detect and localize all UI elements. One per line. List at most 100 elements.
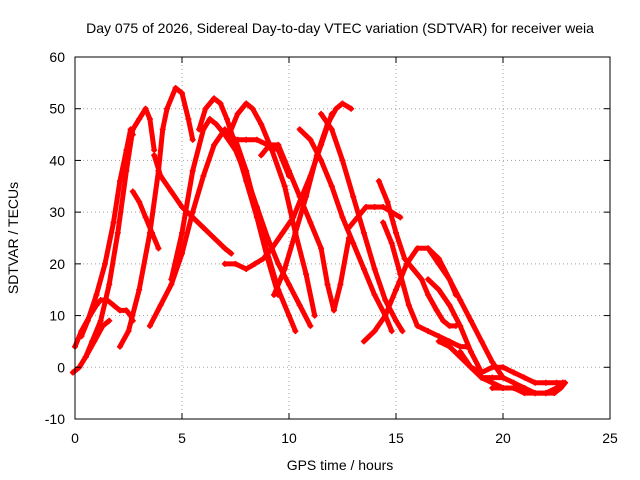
data-point-marker: [234, 136, 241, 143]
y-tick-labels: -10 0 10 20 30 40 50 60: [45, 49, 65, 427]
data-point-marker: [296, 302, 303, 309]
series-line-pass-22: [425, 245, 506, 381]
data-point-marker: [348, 105, 355, 112]
data-point-marker: [266, 141, 273, 148]
data-point-marker: [371, 203, 378, 210]
series-line-pass-11: [226, 101, 318, 319]
data-point-marker: [532, 390, 539, 397]
series-line-pass-21: [425, 276, 485, 375]
data-point-marker: [360, 266, 367, 273]
data-point-marker: [532, 379, 539, 386]
data-point-marker: [382, 312, 389, 319]
data-point-marker: [328, 183, 335, 190]
data-point-marker: [97, 317, 104, 324]
data-point-marker: [91, 338, 98, 345]
data-point-marker: [393, 317, 399, 324]
data-point-marker: [268, 245, 275, 252]
data-point-marker: [521, 374, 528, 381]
data-point-marker: [281, 266, 288, 273]
data-point-marker: [397, 214, 404, 221]
series-line-pass-15: [297, 126, 395, 334]
data-point-marker: [478, 369, 485, 376]
data-point-marker: [401, 255, 408, 262]
data-point-marker: [425, 291, 432, 298]
data-point-marker: [271, 291, 278, 298]
data-point-marker: [446, 302, 453, 309]
data-point-marker: [232, 141, 239, 148]
data-point-marker: [489, 359, 496, 366]
data-point-marker: [318, 245, 325, 252]
data-point-marker: [123, 307, 130, 314]
data-point-marker: [557, 384, 564, 391]
data-point-marker: [172, 85, 179, 92]
data-point-marker: [260, 255, 267, 262]
data-point-marker: [217, 100, 224, 107]
data-point-marker: [562, 379, 569, 386]
data-point-marker: [500, 374, 506, 381]
data-point-marker: [136, 198, 143, 205]
data-point-marker: [179, 90, 185, 97]
data-point-marker: [221, 260, 228, 267]
data-point-marker: [418, 276, 425, 283]
data-point-marker: [467, 364, 474, 371]
data-point-marker: [371, 266, 378, 273]
data-point-marker: [101, 260, 108, 267]
data-point-marker: [551, 390, 558, 397]
data-point-marker: [125, 328, 132, 335]
data-point-marker: [433, 307, 440, 314]
axis-ticks: [74, 56, 611, 420]
x-axis-label: GPS time / hours: [287, 457, 394, 473]
data-point-marker: [380, 203, 387, 210]
data-point-marker: [116, 178, 123, 185]
data-point-marker: [200, 172, 207, 179]
data-point-marker: [478, 338, 485, 345]
data-point-marker: [435, 255, 442, 262]
data-point-marker: [467, 348, 474, 355]
data-point-marker: [435, 286, 442, 293]
chart-title: Day 075 of 2026, Sidereal Day-to-day VTE…: [86, 20, 594, 36]
data-point-marker: [286, 281, 292, 288]
data-point-marker: [324, 281, 331, 288]
data-point-marker: [223, 116, 230, 123]
data-point-marker: [350, 240, 357, 247]
x-tick-label: 20: [495, 430, 511, 446]
data-point-marker: [221, 245, 228, 252]
data-point-marker: [168, 281, 175, 288]
data-point-marker: [146, 322, 153, 329]
series-line-pass-27: [479, 375, 568, 396]
series-line-pass-20: [380, 220, 470, 350]
data-point-marker: [286, 312, 292, 319]
data-point-marker: [151, 152, 158, 159]
data-point-marker: [510, 384, 517, 391]
data-point-marker: [264, 235, 271, 241]
data-point-marker: [99, 322, 106, 329]
data-point-marker: [435, 333, 442, 340]
data-point-marker: [328, 126, 335, 133]
y-tick-label: 20: [49, 256, 65, 272]
data-point-marker: [384, 198, 391, 205]
data-point-marker: [405, 302, 412, 309]
x-tick-labels: 0 5 10 15 20 25: [71, 430, 618, 446]
data-point-marker: [189, 136, 196, 143]
data-point-marker: [253, 136, 260, 143]
data-point-marker: [303, 271, 310, 278]
data-point-marker: [337, 281, 344, 288]
data-point-marker: [226, 131, 233, 138]
data-point-marker: [155, 245, 162, 252]
data-point-marker: [371, 291, 378, 298]
data-point-marker: [281, 183, 288, 190]
series-line-pass-25: [468, 364, 566, 386]
data-point-marker: [410, 266, 417, 273]
data-point-marker: [360, 338, 367, 345]
data-point-marker: [457, 348, 464, 355]
data-point-marker: [211, 141, 218, 148]
y-tick-label: -10: [45, 411, 65, 427]
data-point-marker: [345, 224, 352, 231]
data-point-marker: [542, 379, 549, 386]
data-point-marker: [157, 302, 164, 309]
data-point-marker: [446, 343, 453, 350]
y-tick-label: 0: [57, 359, 65, 375]
data-point-marker: [78, 333, 85, 340]
data-point-marker: [446, 338, 453, 345]
